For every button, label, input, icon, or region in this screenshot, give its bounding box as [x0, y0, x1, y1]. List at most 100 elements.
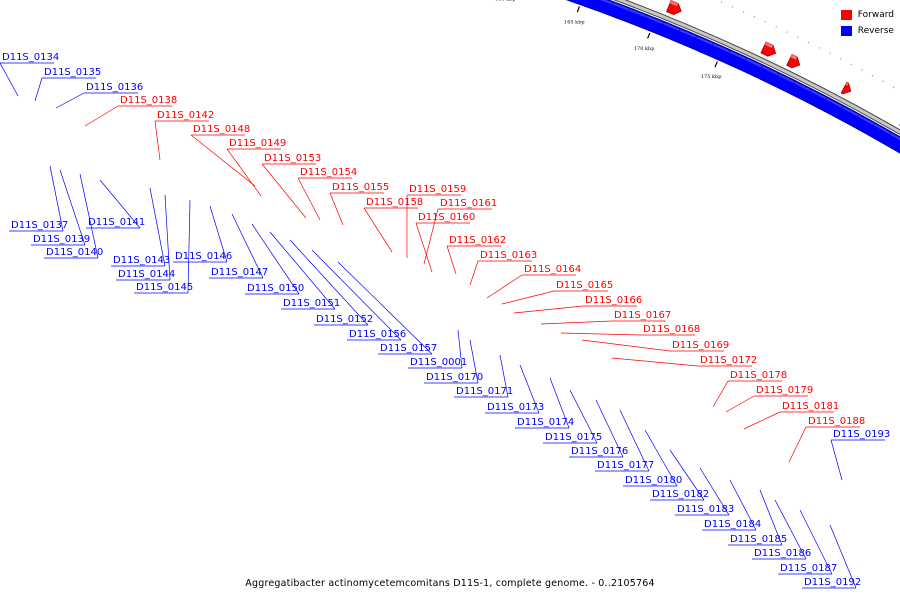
forward-connector — [743, 411, 781, 430]
reverse-gene-label: D11S_0150 — [247, 283, 304, 294]
reverse-gene-border — [836, 105, 844, 118]
reverse-gene-label: D11S_0185 — [730, 534, 787, 545]
forward-connector — [469, 260, 479, 286]
reverse-gene-label: D11S_0192 — [804, 577, 861, 588]
forward-gene-label: D11S_0162 — [449, 235, 506, 246]
reverse-connector — [644, 429, 678, 487]
forward-gene — [840, 81, 852, 95]
forward-connector — [415, 222, 433, 273]
reverse-gene-label: D11S_0156 — [349, 329, 406, 340]
forward-swatch — [840, 10, 852, 20]
backbone — [615, 0, 900, 134]
reverse-connector — [499, 354, 509, 398]
scale-tick — [714, 61, 718, 68]
scale-tick-label: 175 kbp — [701, 74, 722, 80]
forward-gene-label: D11S_0142 — [157, 110, 214, 121]
forward-connector — [329, 192, 344, 226]
forward-gene-label: D11S_0161 — [440, 198, 497, 209]
reverse-gene-label: D11S_0177 — [597, 460, 654, 471]
reverse-gene-border — [788, 80, 796, 94]
forward-gene-label: D11S_0148 — [193, 124, 250, 135]
reverse-connector — [549, 377, 570, 429]
reverse-gene-label: D11S_0175 — [545, 432, 602, 443]
forward-gene-label: D11S_0160 — [418, 212, 475, 223]
reverse-connector — [164, 194, 171, 281]
reverse-connector — [729, 479, 757, 531]
reverse-connector — [49, 165, 64, 232]
reverse-connector — [99, 179, 141, 229]
forward-gene-label: D11S_0166 — [585, 295, 642, 306]
reverse-connector — [619, 409, 650, 472]
reverse-band — [568, 0, 900, 153]
reverse-connector — [269, 231, 336, 310]
reverse-gene-border — [883, 131, 891, 144]
reverse-connector — [251, 223, 300, 295]
reverse-gene-label: D11S_0143 — [113, 255, 170, 266]
reverse-gene-label: D11S_0182 — [652, 489, 709, 500]
reverse-gene-border — [591, 0, 596, 9]
reverse-connector — [311, 249, 402, 341]
scale-tick-label: 170 kbp — [634, 46, 655, 52]
reverse-connector — [774, 499, 807, 560]
reverse-gene-label: D11S_0139 — [33, 234, 90, 245]
reverse-gene-label: D11S_0145 — [136, 282, 193, 293]
reverse-connector — [799, 509, 833, 575]
reverse-connector — [149, 187, 166, 267]
reverse-connector — [55, 92, 85, 109]
forward-connector — [540, 320, 613, 325]
reverse-gene-label: D11S_0176 — [571, 446, 628, 457]
forward-gene-label: D11S_0164 — [524, 264, 581, 275]
reverse-gene-label: D11S_0180 — [625, 475, 682, 486]
reverse-gene-label: D11S_0187 — [780, 563, 837, 574]
reverse-gene-label: D11S_0184 — [704, 519, 761, 530]
reverse-connector — [759, 489, 783, 546]
forward-connector — [788, 426, 807, 463]
reverse-gene-label: D11S_0147 — [211, 267, 268, 278]
reverse-gene-border — [723, 49, 731, 63]
reverse-gene-label: D11S_0151 — [283, 298, 340, 309]
forward-gene-label: D11S_0172 — [700, 355, 757, 366]
forward-gene-label: D11S_0158 — [366, 197, 423, 208]
forward-gene-label: D11S_0181 — [782, 401, 839, 412]
forward-gene-label: D11S_0149 — [229, 138, 286, 149]
legend-forward: Forward — [840, 7, 894, 23]
forward-connector — [712, 380, 729, 408]
reverse-gene-label: D11S_0183 — [677, 504, 734, 515]
reverse-connector — [519, 364, 540, 414]
forward-connector — [363, 207, 393, 253]
reverse-gene-border — [608, 1, 614, 15]
reverse-gene-border — [820, 96, 828, 110]
reverse-gene-label: D11S_0146 — [175, 251, 232, 262]
forward-gene-label: D11S_0138 — [120, 95, 177, 106]
reverse-gene-label: D11S_0152 — [316, 314, 373, 325]
forward-gene-label: D11S_0155 — [332, 182, 389, 193]
forward-gene-label: D11S_0188 — [808, 416, 865, 427]
reverse-gene-label: D11S_0135 — [44, 67, 101, 78]
reverse-connector — [79, 173, 99, 259]
reverse-gene-border — [740, 57, 747, 70]
forward-gene-label: D11S_0178 — [730, 370, 787, 381]
forward-gene-highlight — [669, 0, 679, 7]
forward-connector — [261, 163, 307, 219]
forward-connector — [226, 148, 262, 197]
reverse-connector — [337, 261, 433, 355]
reverse-gene-label: D11S_0134 — [2, 52, 59, 63]
reverse-connector — [669, 449, 705, 501]
forward-gene-highlight — [845, 82, 849, 86]
reverse-gene-border — [624, 7, 631, 22]
reverse-gene-border — [852, 113, 860, 127]
reverse-gene-label: D11S_0157 — [380, 343, 437, 354]
reverse-connector — [231, 213, 264, 279]
reverse-connector — [0, 62, 19, 97]
reverse-gene-label: D11S_0173 — [487, 402, 544, 413]
forward-connector — [581, 339, 671, 352]
reverse-gene-border — [707, 42, 714, 56]
forward-connector — [501, 290, 555, 305]
forward-connector — [486, 274, 523, 299]
reverse-gene-label: D11S_0144 — [118, 269, 175, 280]
reverse-gene-label: D11S_0001 — [410, 357, 467, 368]
forward-gene-label: D11S_0169 — [672, 340, 729, 351]
reverse-gene-label: D11S_0193 — [833, 429, 890, 440]
scale-tick — [647, 32, 651, 39]
